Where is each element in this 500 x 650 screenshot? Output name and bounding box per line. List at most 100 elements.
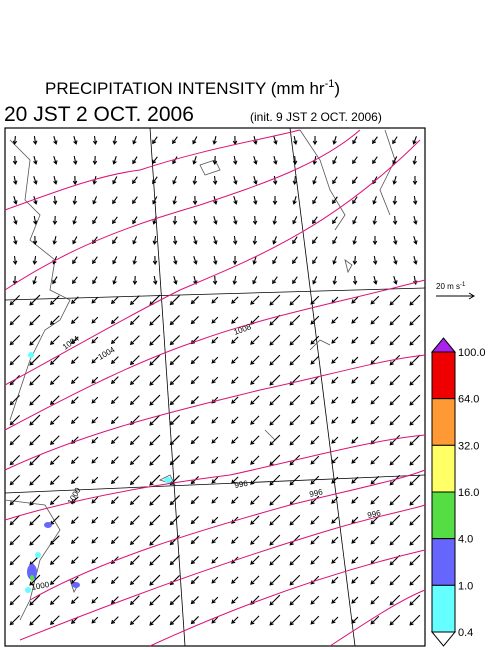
wind-arrow [112, 236, 118, 245]
wind-arrow [190, 436, 199, 445]
wind-arrow [129, 515, 140, 526]
wind-arrow [190, 576, 199, 585]
wind-arrow [409, 514, 421, 526]
wind-arrow [91, 436, 99, 444]
wind-arrow [331, 556, 339, 564]
wind-arrow [70, 476, 79, 485]
wind-arrow [110, 356, 119, 365]
wind-arrow [110, 396, 119, 405]
wind-arrow [129, 535, 140, 546]
wind-arrow [231, 616, 239, 624]
wind-arrow [32, 255, 38, 266]
wind-arrow [29, 594, 41, 606]
wind-arrow [110, 496, 119, 505]
wind-arrow [331, 436, 339, 444]
wind-arrow [49, 595, 60, 606]
wind-arrow [250, 535, 260, 545]
wind-arrow [250, 575, 260, 585]
wind-arrow [231, 596, 239, 604]
wind-arrow [272, 256, 278, 265]
wind-arrow [49, 335, 60, 346]
wind-arrow [9, 314, 21, 326]
wind-arrow [409, 454, 421, 466]
wind-arrow [129, 435, 140, 446]
wind-arrow [392, 136, 398, 145]
wind-arrow [129, 555, 140, 566]
wind-arrow [231, 536, 239, 544]
wind-arrow [351, 576, 359, 584]
wind-arrow [172, 176, 178, 185]
wind-arrow [409, 434, 421, 446]
wind-arrow [370, 535, 380, 545]
wind-arrow [110, 616, 119, 625]
wind-arrow [211, 556, 219, 564]
wind-arrow [310, 355, 320, 365]
wind-arrow [213, 255, 218, 265]
wind-arrow [332, 275, 338, 285]
wind-arrow [332, 256, 337, 265]
wind-arrow [389, 594, 401, 606]
wind-arrow [110, 596, 119, 605]
wind-arrow [49, 375, 60, 386]
wind-arrow [392, 195, 398, 206]
wind-arrow [310, 295, 320, 305]
wind-arrow [393, 276, 398, 285]
wind-arrow [169, 615, 180, 626]
wind-arrow [253, 195, 258, 205]
wind-arrow [49, 315, 60, 326]
wind-arrow [409, 334, 421, 346]
wind-arrow [389, 514, 401, 526]
wind-arrow [92, 196, 98, 205]
colorbar-top [430, 337, 457, 353]
wind-arrow [169, 415, 180, 426]
wind-arrow [213, 216, 218, 225]
wind-arrow [289, 574, 301, 586]
wind-arrow [91, 616, 99, 624]
wind-arrow [310, 595, 320, 605]
wind-arrow [212, 155, 218, 166]
wind-arrow [92, 175, 97, 185]
wind-arrow [9, 394, 21, 406]
wind-arrow [49, 395, 60, 406]
wind-arrow [91, 416, 99, 424]
wind-arrow [9, 414, 21, 426]
wind-arrow [49, 355, 60, 366]
wind-arrow [269, 454, 281, 466]
wind-arrow [272, 215, 277, 225]
colorbar-label: 100.0 [458, 347, 486, 359]
wind-arrow [389, 574, 401, 586]
wind-arrow [231, 456, 239, 464]
wind-arrow [331, 576, 339, 584]
reference-arrow [436, 292, 475, 300]
reference-label: 20 m s-1 [436, 282, 466, 291]
wind-arrow [351, 616, 359, 624]
wind-arrow [409, 494, 421, 506]
wind-arrow [190, 396, 199, 405]
wind-arrow [193, 215, 198, 225]
wind-arrow [389, 394, 401, 406]
wind-arrow [332, 216, 338, 225]
wind-arrow [292, 236, 298, 245]
wind-arrow [370, 455, 380, 465]
wind-arrow [110, 376, 119, 385]
wind-arrow [253, 156, 258, 165]
wind-arrow [310, 495, 320, 505]
wind-arrow [70, 456, 79, 465]
wind-arrow [169, 535, 180, 546]
wind-arrow [132, 255, 137, 265]
wind-arrow [370, 575, 380, 585]
wind-arrow [331, 356, 339, 364]
wind-arrow [231, 476, 239, 484]
wind-arrow [312, 135, 318, 146]
wind-arrow [110, 456, 119, 465]
wind-arrow [412, 195, 418, 206]
wind-arrow [211, 336, 219, 344]
wind-arrow [49, 475, 60, 486]
wind-arrow [110, 336, 119, 345]
wind-arrow [49, 495, 60, 506]
wind-arrow [250, 375, 260, 385]
wind-arrow [29, 354, 41, 366]
wind-arrow [129, 595, 140, 606]
wind-arrow [129, 475, 140, 486]
wind-arrow [331, 316, 339, 324]
